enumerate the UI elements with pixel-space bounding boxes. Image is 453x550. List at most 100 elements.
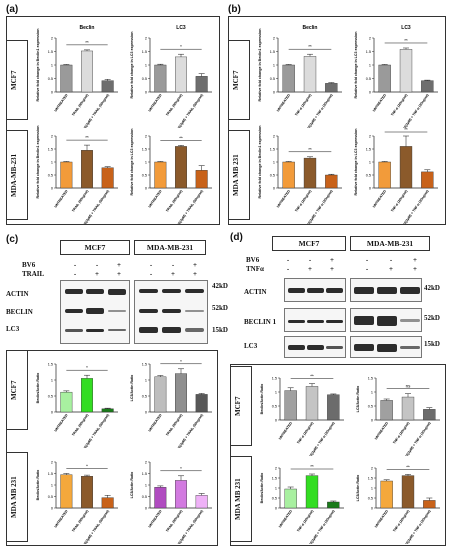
y-tick-label: 0.5 [272, 496, 277, 500]
y-axis-label: LC3/Actin Ratio [130, 374, 134, 402]
y-tick-label: 1 [275, 486, 277, 490]
significance-label: * [180, 359, 182, 364]
label-c-beclin: BECLIN [6, 308, 33, 316]
blot-header-d-mda: MDA-MB-231 [350, 236, 430, 251]
band [162, 327, 181, 333]
bar [154, 376, 167, 413]
row-box-c-mcf7 [6, 350, 28, 430]
y-tick-label: 0 [273, 90, 275, 94]
y-tick-label: 0 [145, 506, 147, 510]
blot-d-mda-actin [350, 278, 422, 302]
band [377, 344, 397, 352]
panel-label-d: (d) [230, 232, 243, 243]
label-d-bv6: BV6 [246, 256, 260, 264]
y-tick-label: 0.5 [272, 404, 277, 408]
y-tick-label: 1.5 [48, 362, 53, 366]
significance-label: ** [308, 147, 312, 152]
bar [380, 480, 393, 509]
band [86, 329, 104, 332]
x-tick-label: TNF-α (20ng/ml) [390, 189, 408, 212]
band [400, 319, 420, 322]
kd-c-52: 52kD [212, 304, 228, 312]
significance-label: * [180, 44, 182, 49]
bar [421, 171, 434, 189]
band [185, 289, 204, 293]
y-axis-label: Relative fold change in LC3 expression [130, 32, 134, 99]
bar [81, 378, 93, 413]
y-tick-label: 0 [145, 186, 147, 190]
x-tick-label: UNTREATED [148, 189, 163, 209]
chart-b-mcf7-beclin: Beclin Relative fold change in Beclin1 ex… [258, 25, 342, 128]
panel-d-quant [230, 364, 446, 546]
blot-d-mcf7-actin [284, 278, 346, 302]
bar [303, 157, 317, 189]
y-tick-label: 1 [145, 160, 147, 164]
x-tick-label: TRAIL (50ng/ml) [71, 189, 89, 213]
y-tick-label: 0.5 [142, 173, 147, 177]
y-tick-label: 1 [371, 390, 373, 394]
x-tick-label: UNTREATED [148, 93, 163, 113]
sign-c-bv6-6: + [193, 261, 197, 269]
y-tick-label: 1 [51, 160, 53, 164]
band [377, 316, 397, 326]
bar [101, 167, 114, 189]
label-c-trail: TRAIL [22, 270, 45, 278]
y-axis-label: Relative fold change in LC3 expression [354, 129, 358, 196]
x-tick-label: UNTREATED [276, 189, 291, 209]
blot-c-mda [134, 280, 208, 344]
chart-a-mcf7-lc3: LC3 Relative fold change in LC3 expressio… [130, 25, 212, 128]
y-tick-label: 2 [51, 134, 53, 138]
label-d-beclin1: BECLIN 1 [244, 318, 277, 326]
y-tick-label: 2 [369, 134, 371, 138]
chart-title: Beclin [79, 25, 94, 31]
label-c-actin: ACTIN [6, 290, 29, 298]
x-tick-label: UNTREATED [54, 509, 69, 529]
y-tick-label: 0.5 [368, 404, 373, 408]
y-tick-label: 1 [273, 63, 275, 67]
x-tick-label: TNF-α (20ng/ml) [294, 189, 312, 212]
band [108, 329, 126, 331]
y-tick-label: 1.5 [48, 50, 53, 54]
row-box-b-mda [228, 130, 250, 220]
y-tick-label: 0.5 [48, 394, 53, 398]
y-tick-label: 0.5 [48, 77, 53, 81]
chart-c-mda-beclin: Beclin/Actin Ratio 0 0.5 1 1.5 2 UNTREATED TRAI… [36, 460, 118, 544]
row-box-d-mcf7 [230, 366, 252, 446]
bar [81, 150, 93, 189]
band [354, 344, 374, 351]
chart-d-mcf7-lc3: LC3/Actin Ratio 0 0.5 1 1.5 UNTREATED TNF-α (2… [356, 376, 440, 456]
y-axis-label: Relative fold change in LC3 expression [354, 32, 358, 99]
kd-d-15: 15kD [424, 340, 440, 348]
blot-c-mcf7 [60, 280, 130, 344]
bar [327, 394, 340, 421]
y-axis-label: Relative fold change in Beclin1 expressi… [36, 126, 40, 199]
significance-label: ** [310, 374, 314, 379]
y-tick-label: 1.5 [270, 50, 275, 54]
y-tick-label: 2 [273, 36, 275, 40]
panel-label-c: (c) [6, 234, 19, 245]
sign-d-bv6-3: + [330, 256, 334, 264]
significance-label: ** [179, 135, 183, 140]
chart-a-mcf7-beclin: Beclin Relative fold change in Beclin1 ex… [36, 25, 118, 128]
bar [81, 476, 93, 509]
x-tick-label: TRAIL (50ng/ml) [165, 93, 183, 117]
bar [195, 394, 208, 413]
sign-c-trail-5: + [171, 270, 175, 278]
row-label-c-mcf7: MCF7 [10, 380, 18, 400]
y-tick-label: 0 [51, 90, 53, 94]
bar [421, 80, 434, 93]
y-tick-label: 2 [51, 36, 53, 40]
y-tick-label: 0 [275, 418, 277, 422]
y-tick-label: 0 [51, 506, 53, 510]
kd-c-42: 42kD [212, 282, 228, 290]
bar [154, 161, 167, 189]
sign-c-trail-3: + [117, 270, 121, 278]
bar [60, 474, 73, 509]
band [162, 289, 181, 293]
y-tick-label: 1.5 [366, 50, 371, 54]
bar [378, 64, 391, 93]
label-d-tnfa: TNFα [246, 265, 264, 273]
significance-label: ** [404, 127, 408, 132]
y-tick-label: 1.5 [48, 472, 53, 476]
y-tick-label: 2 [51, 460, 53, 464]
